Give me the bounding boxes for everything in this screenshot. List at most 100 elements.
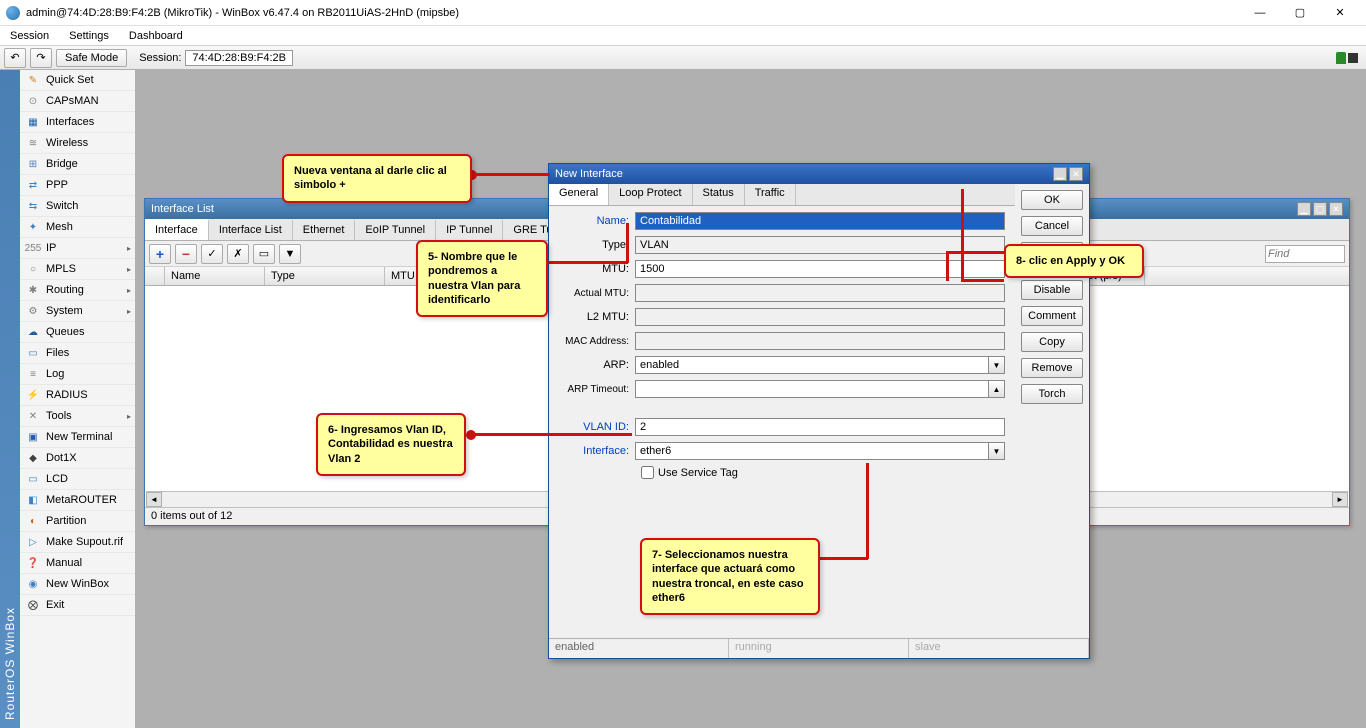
mac-input[interactable] (635, 332, 1005, 350)
vlan-id-input[interactable] (635, 418, 1005, 436)
copy-button[interactable]: Copy (1021, 332, 1083, 352)
sidebar-item-make-supout.rif[interactable]: ▷Make Supout.rif (20, 532, 135, 553)
sidebar-item-mesh[interactable]: ✦Mesh (20, 217, 135, 238)
sidebar-item-mpls[interactable]: ○MPLS▸ (20, 259, 135, 280)
sidebar-icon: ▭ (26, 472, 40, 486)
torch-button[interactable]: Torch (1021, 384, 1083, 404)
arp-input[interactable] (635, 356, 989, 374)
arp-dropdown-button[interactable]: ▼ (989, 356, 1005, 374)
iflist-maximize-button[interactable]: ▢ (1313, 202, 1327, 216)
newif-tab-traffic[interactable]: Traffic (745, 184, 796, 205)
arrow-line (626, 223, 629, 263)
sidebar-item-wireless[interactable]: ≋Wireless (20, 133, 135, 154)
safe-mode-button[interactable]: Safe Mode (56, 49, 127, 67)
toolbar-right (1336, 52, 1362, 64)
remove-button[interactable]: Remove (1021, 358, 1083, 378)
sidebar-item-bridge[interactable]: ⊞Bridge (20, 154, 135, 175)
newif-titlebar[interactable]: New Interface ▁ ✕ (549, 164, 1089, 184)
newif-close-button[interactable]: ✕ (1069, 167, 1083, 181)
name-input[interactable] (635, 212, 1005, 230)
sidebar-icon: ⨂ (26, 598, 40, 612)
sidebar-item-metarouter[interactable]: ◧ MetaROUTER (20, 490, 135, 511)
column-header[interactable]: Type (265, 267, 385, 285)
scroll-right-button[interactable]: ► (1332, 492, 1348, 507)
sidebar-item-exit[interactable]: ⨂Exit (20, 595, 135, 616)
minimize-button[interactable]: — (1240, 0, 1280, 26)
iflist-minimize-button[interactable]: ▁ (1297, 202, 1311, 216)
sidebar-item-log[interactable]: ≡Log (20, 364, 135, 385)
arrow-line (961, 189, 964, 281)
sidebar-item-switch[interactable]: ⇆Switch (20, 196, 135, 217)
disable-button[interactable]: ✗ (227, 244, 249, 264)
sidebar-label: MetaROUTER (46, 494, 117, 506)
callout-2: 5- Nombre que le pondremos a nuestra Vla… (416, 240, 548, 317)
sidebar-item-queues[interactable]: ☁Queues (20, 322, 135, 343)
titlebar: admin@74:4D:28:B9:F4:2B (MikroTik) - Win… (0, 0, 1366, 26)
column-header[interactable]: Name (165, 267, 265, 285)
use-service-tag-checkbox[interactable] (641, 466, 654, 479)
newif-minimize-button[interactable]: ▁ (1053, 167, 1067, 181)
iflist-close-button[interactable]: ✕ (1329, 202, 1343, 216)
arrow-line (866, 463, 869, 559)
sidebar-icon: ◧ (26, 493, 40, 507)
sidebar-item-interfaces[interactable]: ▦Interfaces (20, 112, 135, 133)
sidebar-item-dot1x[interactable]: ◆Dot1X (20, 448, 135, 469)
chevron-icon: ▸ (127, 244, 131, 253)
scroll-left-button[interactable]: ◄ (146, 492, 162, 507)
sidebar-item-manual[interactable]: ❓Manual (20, 553, 135, 574)
sidebar-item-partition[interactable]: ◐Partition (20, 511, 135, 532)
menu-settings[interactable]: Settings (65, 28, 113, 44)
maximize-button[interactable]: ▢ (1280, 0, 1320, 26)
sidebar-icon: ⇄ (26, 178, 40, 192)
redo-button[interactable]: ↷ (30, 48, 52, 68)
iflist-tab-ethernet[interactable]: Ethernet (293, 219, 356, 240)
sidebar-icon: ☁ (26, 325, 40, 339)
sidebar-item-ip[interactable]: 255IP▸ (20, 238, 135, 259)
sidebar-item-new-terminal[interactable]: ▣New Terminal (20, 427, 135, 448)
newif-tab-loop-protect[interactable]: Loop Protect (609, 184, 692, 205)
find-input[interactable] (1265, 245, 1345, 263)
sidebar-item-files[interactable]: ▭Files (20, 343, 135, 364)
sidebar-item-system[interactable]: ⚙System▸ (20, 301, 135, 322)
sidebar-item-radius[interactable]: ⚡RADIUS (20, 385, 135, 406)
sidebar-icon: ◆ (26, 451, 40, 465)
sidebar-item-routing[interactable]: ✱Routing▸ (20, 280, 135, 301)
sidebar-item-lcd[interactable]: ▭LCD (20, 469, 135, 490)
mtu-input[interactable] (635, 260, 1005, 278)
filter-button[interactable]: ▼ (279, 244, 301, 264)
add-button[interactable]: + (149, 244, 171, 264)
close-button[interactable]: ✕ (1320, 0, 1360, 26)
remove-button[interactable]: − (175, 244, 197, 264)
sidebar-item-capsman[interactable]: ⊙CAPsMAN (20, 91, 135, 112)
arp-timeout-expand-button[interactable]: ▲ (989, 380, 1005, 398)
actual-mtu-input[interactable] (635, 284, 1005, 302)
l2-mtu-label: L2 MTU: (559, 311, 635, 323)
undo-button[interactable]: ↶ (4, 48, 26, 68)
newif-tab-status[interactable]: Status (693, 184, 745, 205)
interface-dropdown-button[interactable]: ▼ (989, 442, 1005, 460)
sidebar-item-tools[interactable]: ✕Tools▸ (20, 406, 135, 427)
comment-button[interactable]: ▭ (253, 244, 275, 264)
menu-dashboard[interactable]: Dashboard (125, 28, 187, 44)
interface-input[interactable] (635, 442, 989, 460)
sidebar-icon: ○ (26, 262, 40, 276)
sidebar-item-new-winbox[interactable]: ◉New WinBox (20, 574, 135, 595)
iflist-tab-eoip-tunnel[interactable]: EoIP Tunnel (355, 219, 436, 240)
iflist-tab-interface-list[interactable]: Interface List (209, 219, 293, 240)
sidebar-item-ppp[interactable]: ⇄ PPP (20, 175, 135, 196)
disable-button[interactable]: Disable (1021, 280, 1083, 300)
menu-session[interactable]: Session (6, 28, 53, 44)
arp-timeout-input[interactable] (635, 380, 989, 398)
l2-mtu-input[interactable] (635, 308, 1005, 326)
cancel-button[interactable]: Cancel (1021, 216, 1083, 236)
sidebar-icon: ▣ (26, 430, 40, 444)
sidebar-item-quick-set[interactable]: ✎Quick Set (20, 70, 135, 91)
ok-button[interactable]: OK (1021, 190, 1083, 210)
column-header[interactable] (145, 267, 165, 285)
newif-tab-general[interactable]: General (549, 184, 609, 205)
sidebar-label: PPP (46, 179, 68, 191)
comment-button[interactable]: Comment (1021, 306, 1083, 326)
iflist-tab-ip-tunnel[interactable]: IP Tunnel (436, 219, 503, 240)
enable-button[interactable]: ✓ (201, 244, 223, 264)
iflist-tab-interface[interactable]: Interface (145, 219, 209, 240)
